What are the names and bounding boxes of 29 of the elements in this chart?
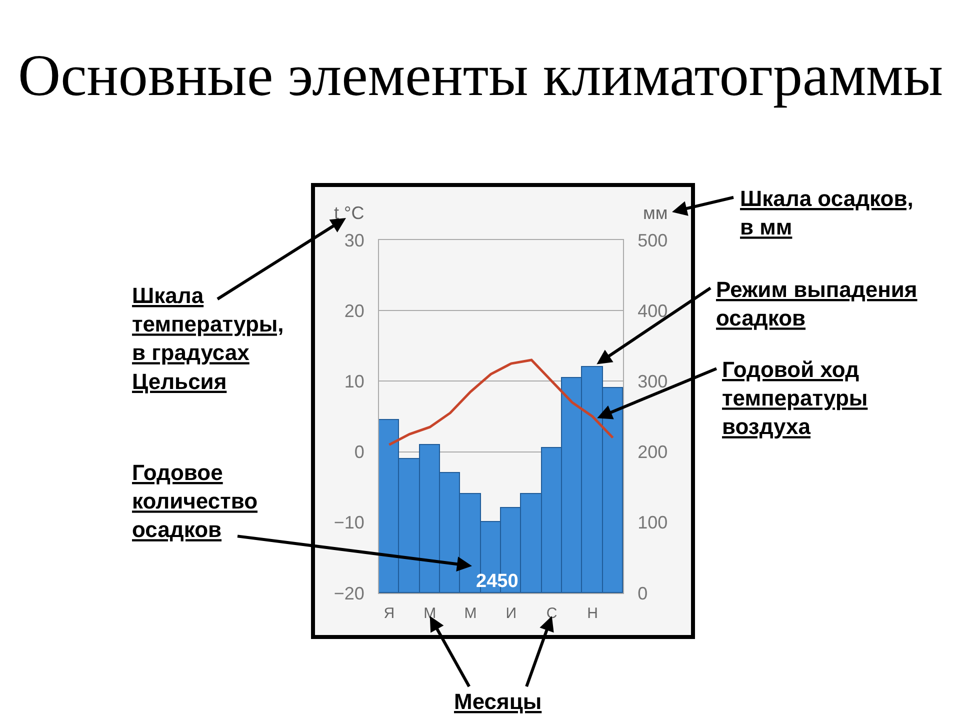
y-axis-title: t °C	[334, 203, 364, 223]
y2-tick-label: 100	[638, 512, 668, 533]
y2-tick-label: 300	[638, 372, 668, 392]
annotation: Годовой ход температуры воздуха	[722, 357, 868, 440]
x-tick-label: М	[464, 605, 477, 622]
y2-tick-label: 0	[638, 583, 648, 604]
y2-tick-label: 200	[638, 442, 668, 462]
line-series	[388, 358, 614, 446]
text: Шкала осадков, в мм	[740, 186, 914, 240]
chart-title: Основные элементы климатограммы	[18, 42, 944, 108]
text: Шкала температуры, в градусах Цельсия	[132, 283, 284, 394]
x-tick-label: И	[506, 605, 517, 622]
text: Годовое количество осадков	[132, 460, 258, 542]
y2-tick-label: 500	[638, 230, 668, 250]
y-tick-label: −20	[334, 583, 364, 604]
y-tick-label: 20	[344, 300, 364, 321]
x-tick-label: Н	[587, 605, 598, 622]
y-tick-label: −10	[334, 512, 364, 533]
annotation: Режим выпадения осадков	[716, 277, 918, 331]
y2-axis-title: мм	[643, 203, 668, 223]
annotation: 2450	[476, 571, 518, 592]
text: Месяцы	[454, 689, 542, 714]
x-tick-label: С	[546, 605, 558, 622]
y2-tick-label: 400	[638, 300, 668, 321]
x-tick-label: Я	[384, 605, 395, 622]
y-tick-label: 10	[344, 372, 364, 392]
y-tick-label: 0	[354, 442, 364, 462]
x-tick-label: М	[424, 605, 436, 622]
y-tick-label: 30	[344, 230, 364, 250]
